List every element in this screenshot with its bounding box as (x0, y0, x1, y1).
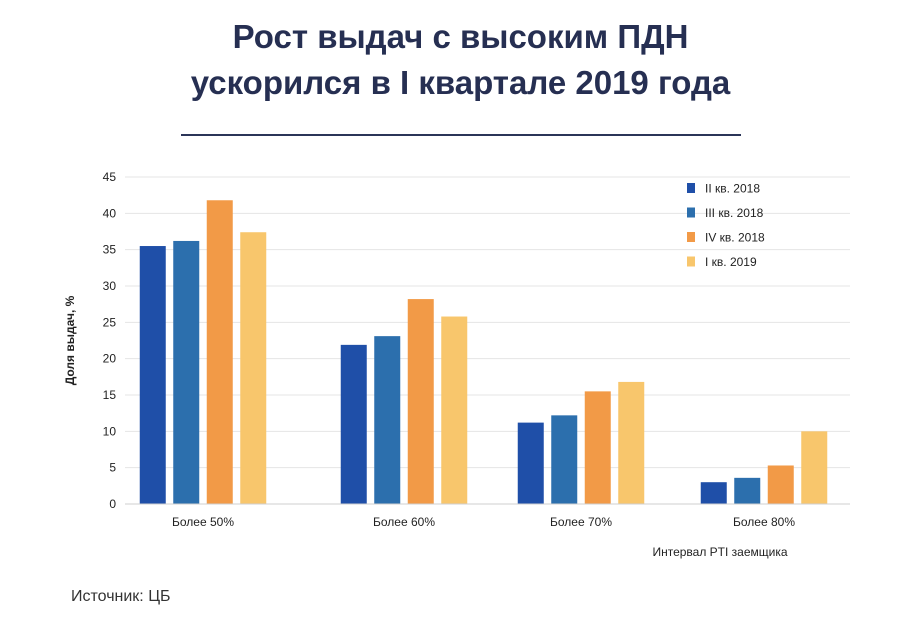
legend-label: III кв. 2018 (705, 206, 764, 220)
legend-label: IV кв. 2018 (705, 231, 765, 245)
bar (206, 200, 233, 504)
y-tick-label: 35 (103, 243, 117, 257)
title-divider (181, 134, 741, 136)
y-axis-label: Доля выдач, % (63, 295, 77, 385)
title-line-1: Рост выдач с высоким ПДН (232, 18, 689, 55)
legend-label: II кв. 2018 (705, 182, 760, 196)
y-tick-label: 10 (103, 424, 117, 438)
x-tick-label: Более 50% (172, 515, 234, 529)
y-tick-label: 30 (103, 279, 117, 293)
bar (734, 477, 761, 504)
bar (240, 232, 267, 504)
bar (767, 465, 794, 504)
bar (407, 299, 434, 504)
bar (517, 422, 544, 504)
bar (340, 344, 367, 504)
bar (173, 240, 200, 505)
legend-swatch (687, 232, 695, 242)
y-tick-label: 20 (103, 352, 117, 366)
legend-label: I кв. 2019 (705, 255, 757, 269)
legend-swatch (687, 256, 695, 267)
y-tick-label: 45 (103, 170, 117, 184)
x-axis-label: Интервал PTI заемщика (652, 545, 787, 559)
bar (551, 415, 578, 504)
bar (618, 381, 645, 504)
y-tick-label: 40 (103, 206, 117, 220)
y-tick-label: 0 (109, 497, 116, 511)
bar (441, 316, 468, 504)
x-tick-label: Более 80% (733, 515, 795, 529)
title-line-2: ускорился в I квартале 2019 года (190, 64, 731, 101)
bar (374, 336, 401, 504)
bar (700, 482, 727, 504)
y-tick-label: 5 (109, 461, 116, 475)
legend-swatch (687, 183, 695, 193)
source-note: Источник: ЦБ (71, 588, 171, 605)
bar (139, 246, 166, 505)
y-tick-label: 15 (103, 388, 117, 402)
bar (801, 431, 828, 504)
bar (584, 391, 611, 504)
y-tick-label: 25 (103, 315, 117, 329)
legend-swatch (687, 207, 695, 218)
chart-title: Рост выдач с высоким ПДН ускорился в I к… (0, 14, 921, 106)
x-tick-label: Более 60% (373, 515, 435, 529)
x-tick-label: Более 70% (550, 515, 612, 529)
